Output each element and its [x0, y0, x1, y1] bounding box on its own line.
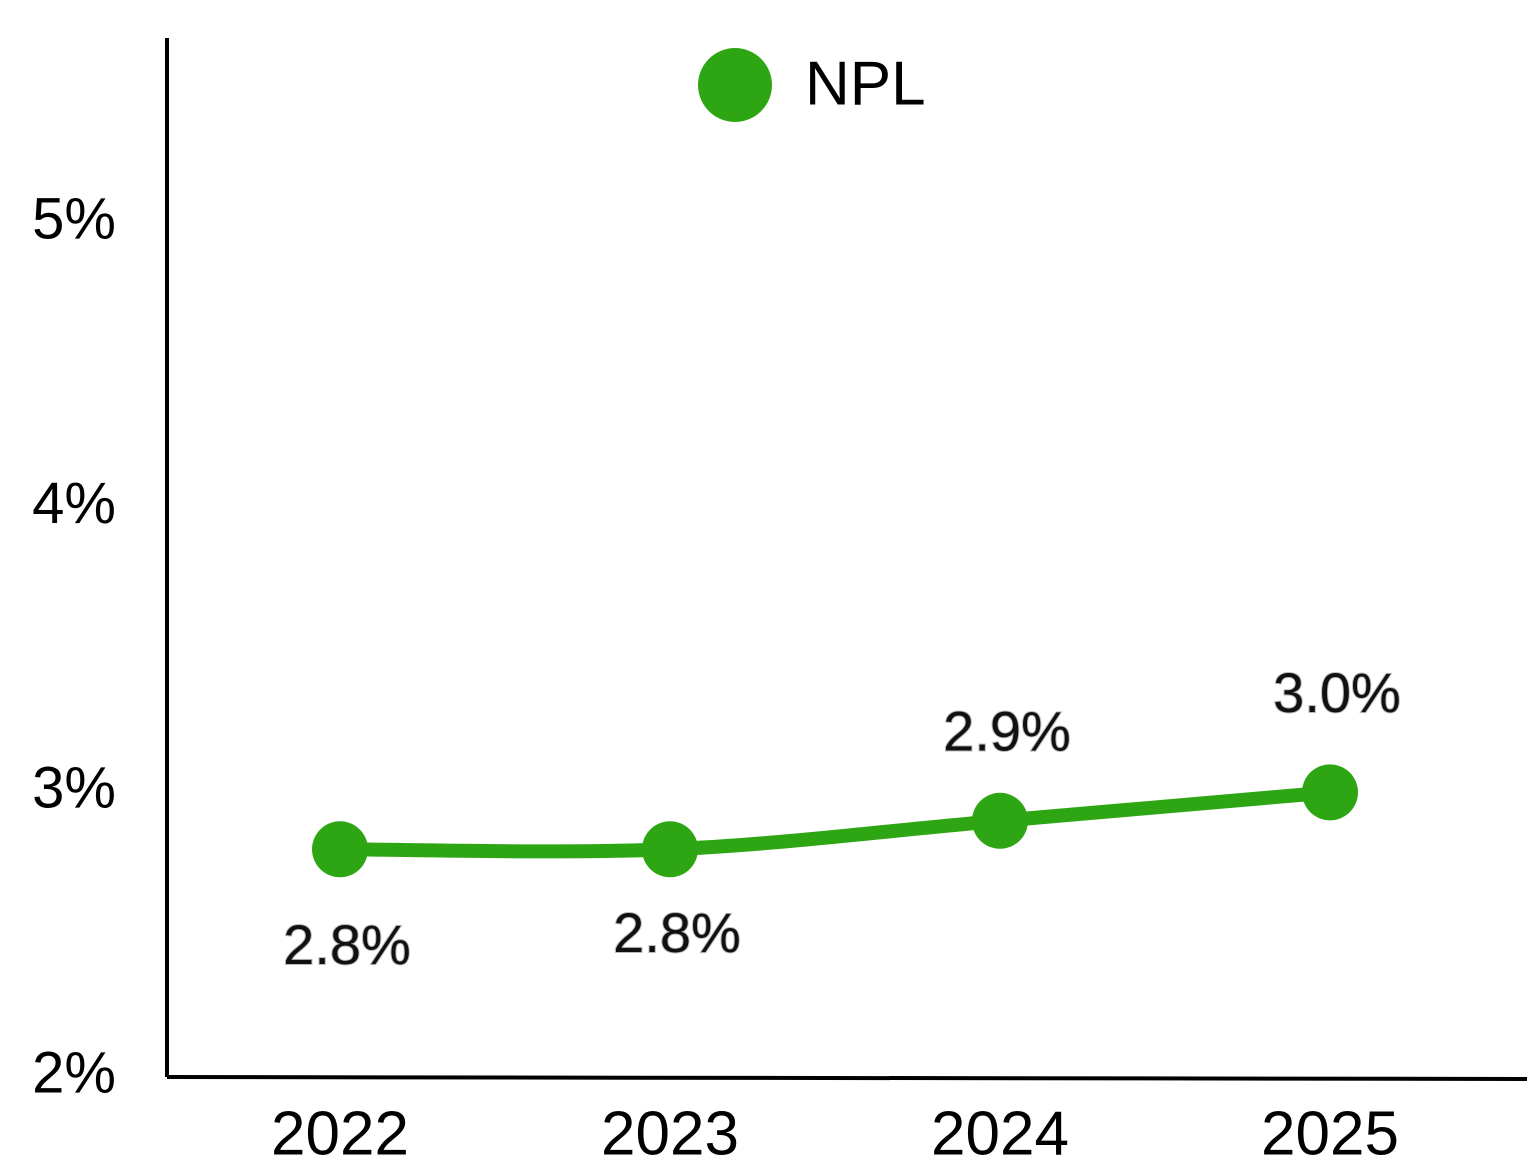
point [642, 821, 698, 878]
legend-label: NPL [805, 49, 926, 118]
data-label: 2.8% [613, 901, 741, 964]
point [312, 821, 368, 878]
y-tick-label: 3% [32, 756, 116, 821]
y-tick-label: 2% [32, 1040, 116, 1105]
data-label: 2.9% [943, 700, 1071, 763]
data-label: 2.8% [283, 913, 411, 976]
y-tick-label: 5% [32, 186, 116, 251]
x-axis [166, 1075, 1528, 1081]
point [1302, 764, 1358, 821]
data-label: 3.0% [1273, 661, 1401, 724]
y-tick-label: 4% [32, 471, 116, 536]
x-tick-label: 2022 [271, 1099, 409, 1168]
line [333, 785, 1337, 859]
x-tick-label: 2025 [1261, 1099, 1399, 1168]
point [972, 792, 1028, 849]
legend-marker [698, 48, 772, 122]
x-tick-label: 2023 [601, 1099, 739, 1168]
x-tick-label: 2024 [931, 1099, 1069, 1168]
